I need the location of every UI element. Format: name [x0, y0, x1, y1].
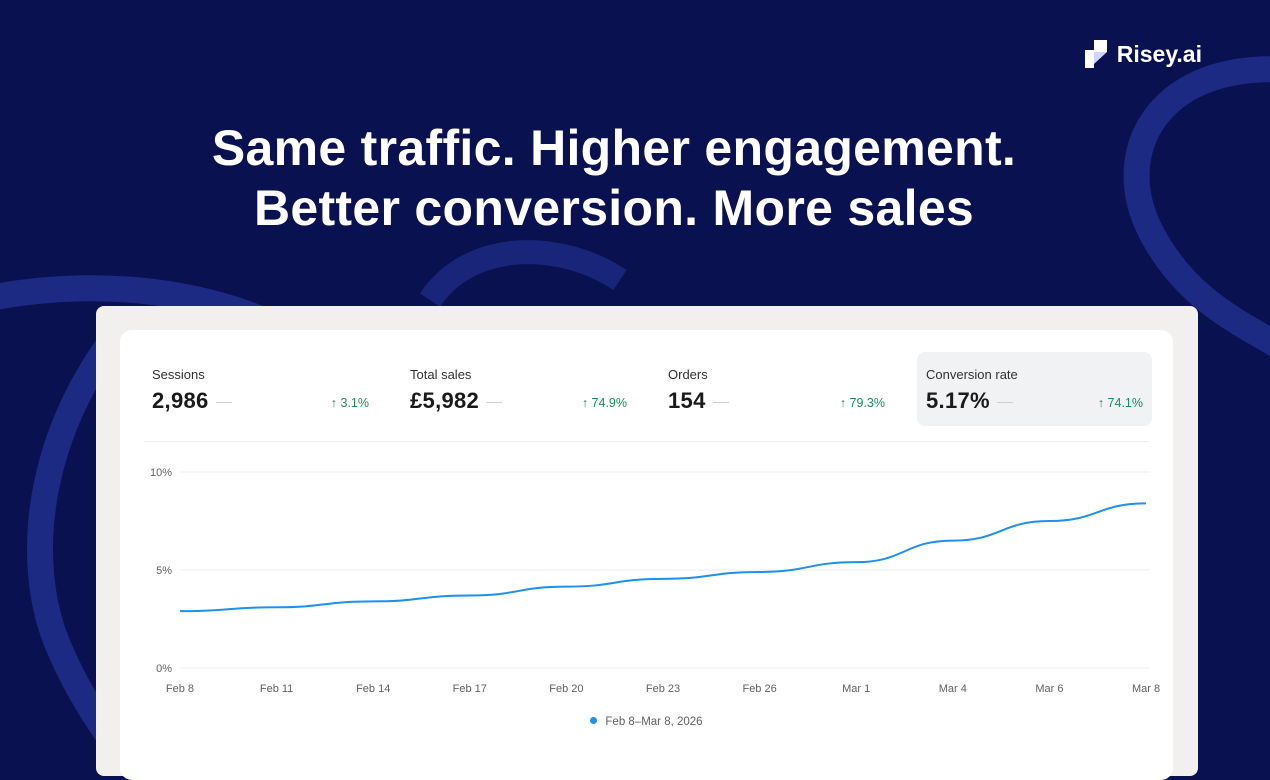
metric-value: 154 [668, 388, 729, 414]
legend-dot-icon [590, 717, 598, 724]
metric-change: ↑ 74.9% [581, 396, 627, 410]
metric-label: Orders [668, 367, 708, 382]
metric-change: ↑ 79.3% [839, 396, 885, 410]
y-tick-label: 10% [150, 467, 172, 479]
x-tick-label: Feb 20 [549, 683, 583, 695]
brand-logo: Risey.ai [1083, 40, 1202, 68]
chart-legend: Feb 8–Mar 8, 2026 [120, 716, 1173, 728]
metric-change: ↑ 3.1% [330, 396, 369, 410]
series-line [179, 502, 1147, 613]
metric-label: Conversion rate [926, 367, 1018, 382]
risey-logo-icon [1084, 40, 1107, 68]
x-tick-label: Feb 14 [356, 683, 390, 695]
metric-sessions[interactable]: Sessions 2,986 ↑ 3.1% [143, 352, 378, 426]
metric-value: 2,986 [152, 388, 232, 414]
metric-value: £5,982 [410, 388, 503, 414]
x-tick-label: Mar 6 [1035, 683, 1063, 695]
metric-label: Total sales [410, 367, 472, 382]
headline-line-1: Same traffic. Higher engagement. [211, 120, 1017, 176]
metric-label: Sessions [152, 367, 205, 382]
x-tick-label: Feb 23 [646, 683, 680, 695]
headline: Same traffic. Higher engagement. Better … [0, 118, 1228, 238]
metric-orders[interactable]: Orders 154 ↑ 79.3% [659, 352, 894, 426]
headline-line-2: Better conversion. More sales [253, 180, 975, 236]
x-tick-label: Mar 1 [842, 683, 870, 695]
x-tick-label: Mar 4 [939, 683, 967, 695]
x-tick-label: Feb 11 [260, 683, 293, 695]
metric-change: ↑ 74.1% [1097, 396, 1143, 410]
y-tick-label: 5% [156, 565, 172, 577]
brand-name: Risey.ai [1116, 40, 1202, 67]
metric-value: 5.17% [926, 388, 1013, 414]
metric-conversion-rate[interactable]: Conversion rate 5.17% ↑ 74.1% [917, 352, 1152, 426]
x-tick-label: Mar 8 [1132, 683, 1160, 695]
x-tick-label: Feb 8 [166, 683, 194, 695]
conversion-line-chart: 0% 5% 10% Feb 8 Feb 11 Feb 14 Feb 17 Feb 20 Feb … [150, 467, 1160, 695]
y-tick-label: 0% [156, 663, 172, 675]
metric-total-sales[interactable]: Total sales £5,982 ↑ 74.9% [401, 352, 636, 426]
analytics-card: Sessions 2,986 ↑ 3.1% Total sales £5,982… [120, 330, 1173, 780]
x-tick-label: Feb 17 [453, 683, 487, 695]
legend-label: Feb 8–Mar 8, 2026 [605, 716, 703, 728]
x-tick-label: Feb 26 [742, 683, 776, 695]
metrics-divider [144, 441, 1149, 442]
